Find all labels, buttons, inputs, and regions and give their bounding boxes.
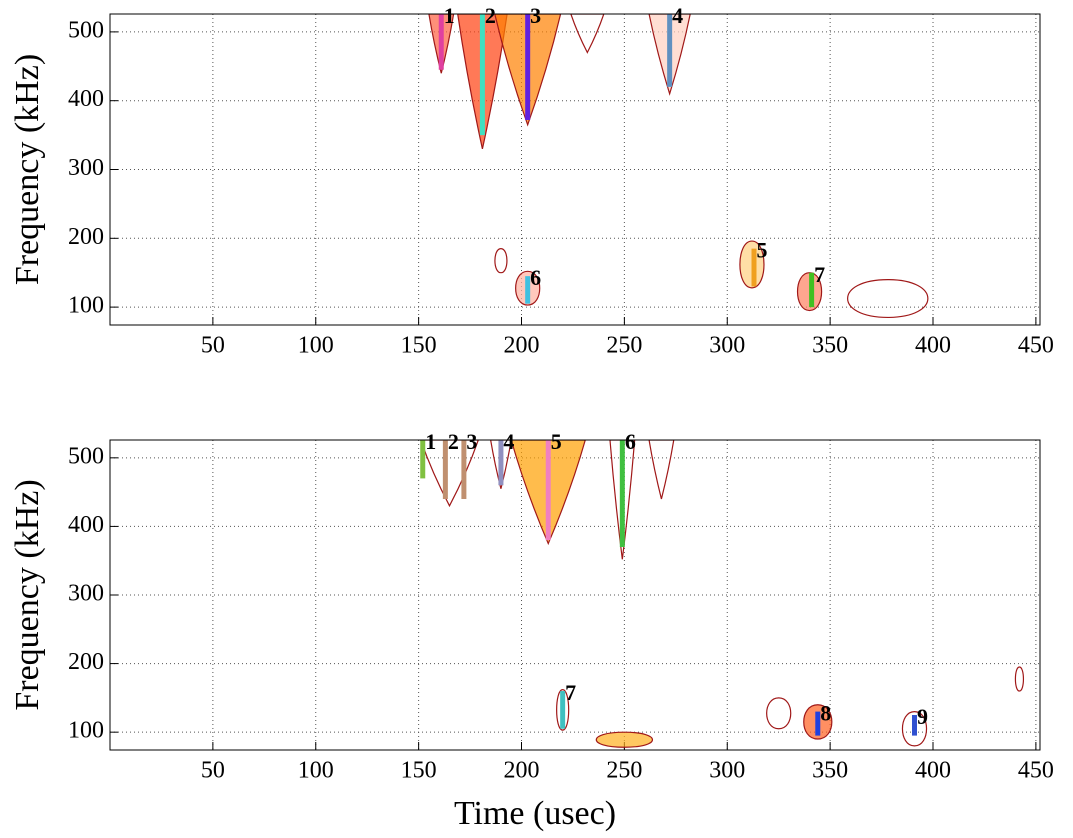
x-tick-label: 350 (812, 333, 848, 359)
contour (595, 731, 654, 748)
x-tick-label: 400 (915, 333, 951, 359)
y-tick-label: 300 (68, 581, 104, 607)
x-tick-label: 400 (915, 758, 951, 784)
ridge-label: 7 (814, 262, 825, 287)
x-tick-label: 100 (298, 333, 334, 359)
axes-box (109, 13, 1041, 326)
x-tick-label: 150 (401, 758, 437, 784)
x-tick-label: 450 (1018, 758, 1054, 784)
y-tick-label: 500 (68, 443, 104, 469)
ridge-label: 9 (917, 704, 928, 729)
axes-box (109, 439, 1041, 751)
y-axis-label: Frequency (kHz) (9, 54, 46, 285)
ridge-label: 1 (444, 3, 455, 28)
ridge-label: 2 (485, 3, 496, 28)
y-tick-label: 400 (68, 86, 104, 112)
ridge-label: 5 (551, 429, 562, 454)
ridge-label: 3 (530, 3, 541, 28)
plot-area (428, 14, 929, 319)
contour (847, 278, 929, 319)
x-tick-label: 350 (812, 758, 848, 784)
contour (902, 710, 927, 747)
ridge-label: 6 (530, 265, 541, 290)
ridge-label: 4 (672, 3, 683, 28)
ridge-label: 3 (466, 429, 477, 454)
y-tick-label: 200 (68, 649, 104, 675)
x-tick-label: 150 (401, 333, 437, 359)
contour (609, 440, 636, 560)
x-tick-label: 450 (1018, 333, 1054, 359)
contour (494, 248, 508, 274)
ridge-label: 2 (448, 429, 459, 454)
y-tick-label: 400 (68, 512, 104, 538)
y-axis-label: Frequency (kHz) (9, 479, 46, 710)
x-tick-label: 250 (606, 758, 642, 784)
contour (420, 440, 479, 508)
y-tick-label: 100 (68, 293, 104, 319)
x-axis-label: Time (usec) (454, 795, 616, 832)
y-tick-label: 500 (68, 17, 104, 43)
x-tick-label: 50 (201, 758, 225, 784)
x-tick-label: 200 (504, 758, 540, 784)
x-tick-label: 250 (606, 333, 642, 359)
ridge-label: 4 (503, 429, 514, 454)
x-tick-label: 300 (709, 333, 745, 359)
y-tick-label: 300 (68, 155, 104, 181)
contour (570, 14, 605, 54)
ridge-label: 1 (425, 429, 436, 454)
plot-area (420, 440, 1025, 748)
y-tick-label: 200 (68, 224, 104, 250)
contour (766, 697, 792, 730)
contour (490, 440, 512, 489)
x-tick-label: 200 (504, 333, 540, 359)
contour (1014, 666, 1025, 692)
ridge-label: 6 (625, 429, 636, 454)
x-tick-label: 100 (298, 758, 334, 784)
y-tick-label: 100 (68, 718, 104, 744)
x-tick-label: 300 (709, 758, 745, 784)
ridge-label: 5 (757, 238, 768, 263)
contour (648, 440, 675, 500)
ridge-label: 8 (820, 701, 831, 726)
contour (556, 689, 570, 731)
ridge-label: 7 (565, 680, 576, 705)
x-tick-label: 50 (201, 333, 225, 359)
